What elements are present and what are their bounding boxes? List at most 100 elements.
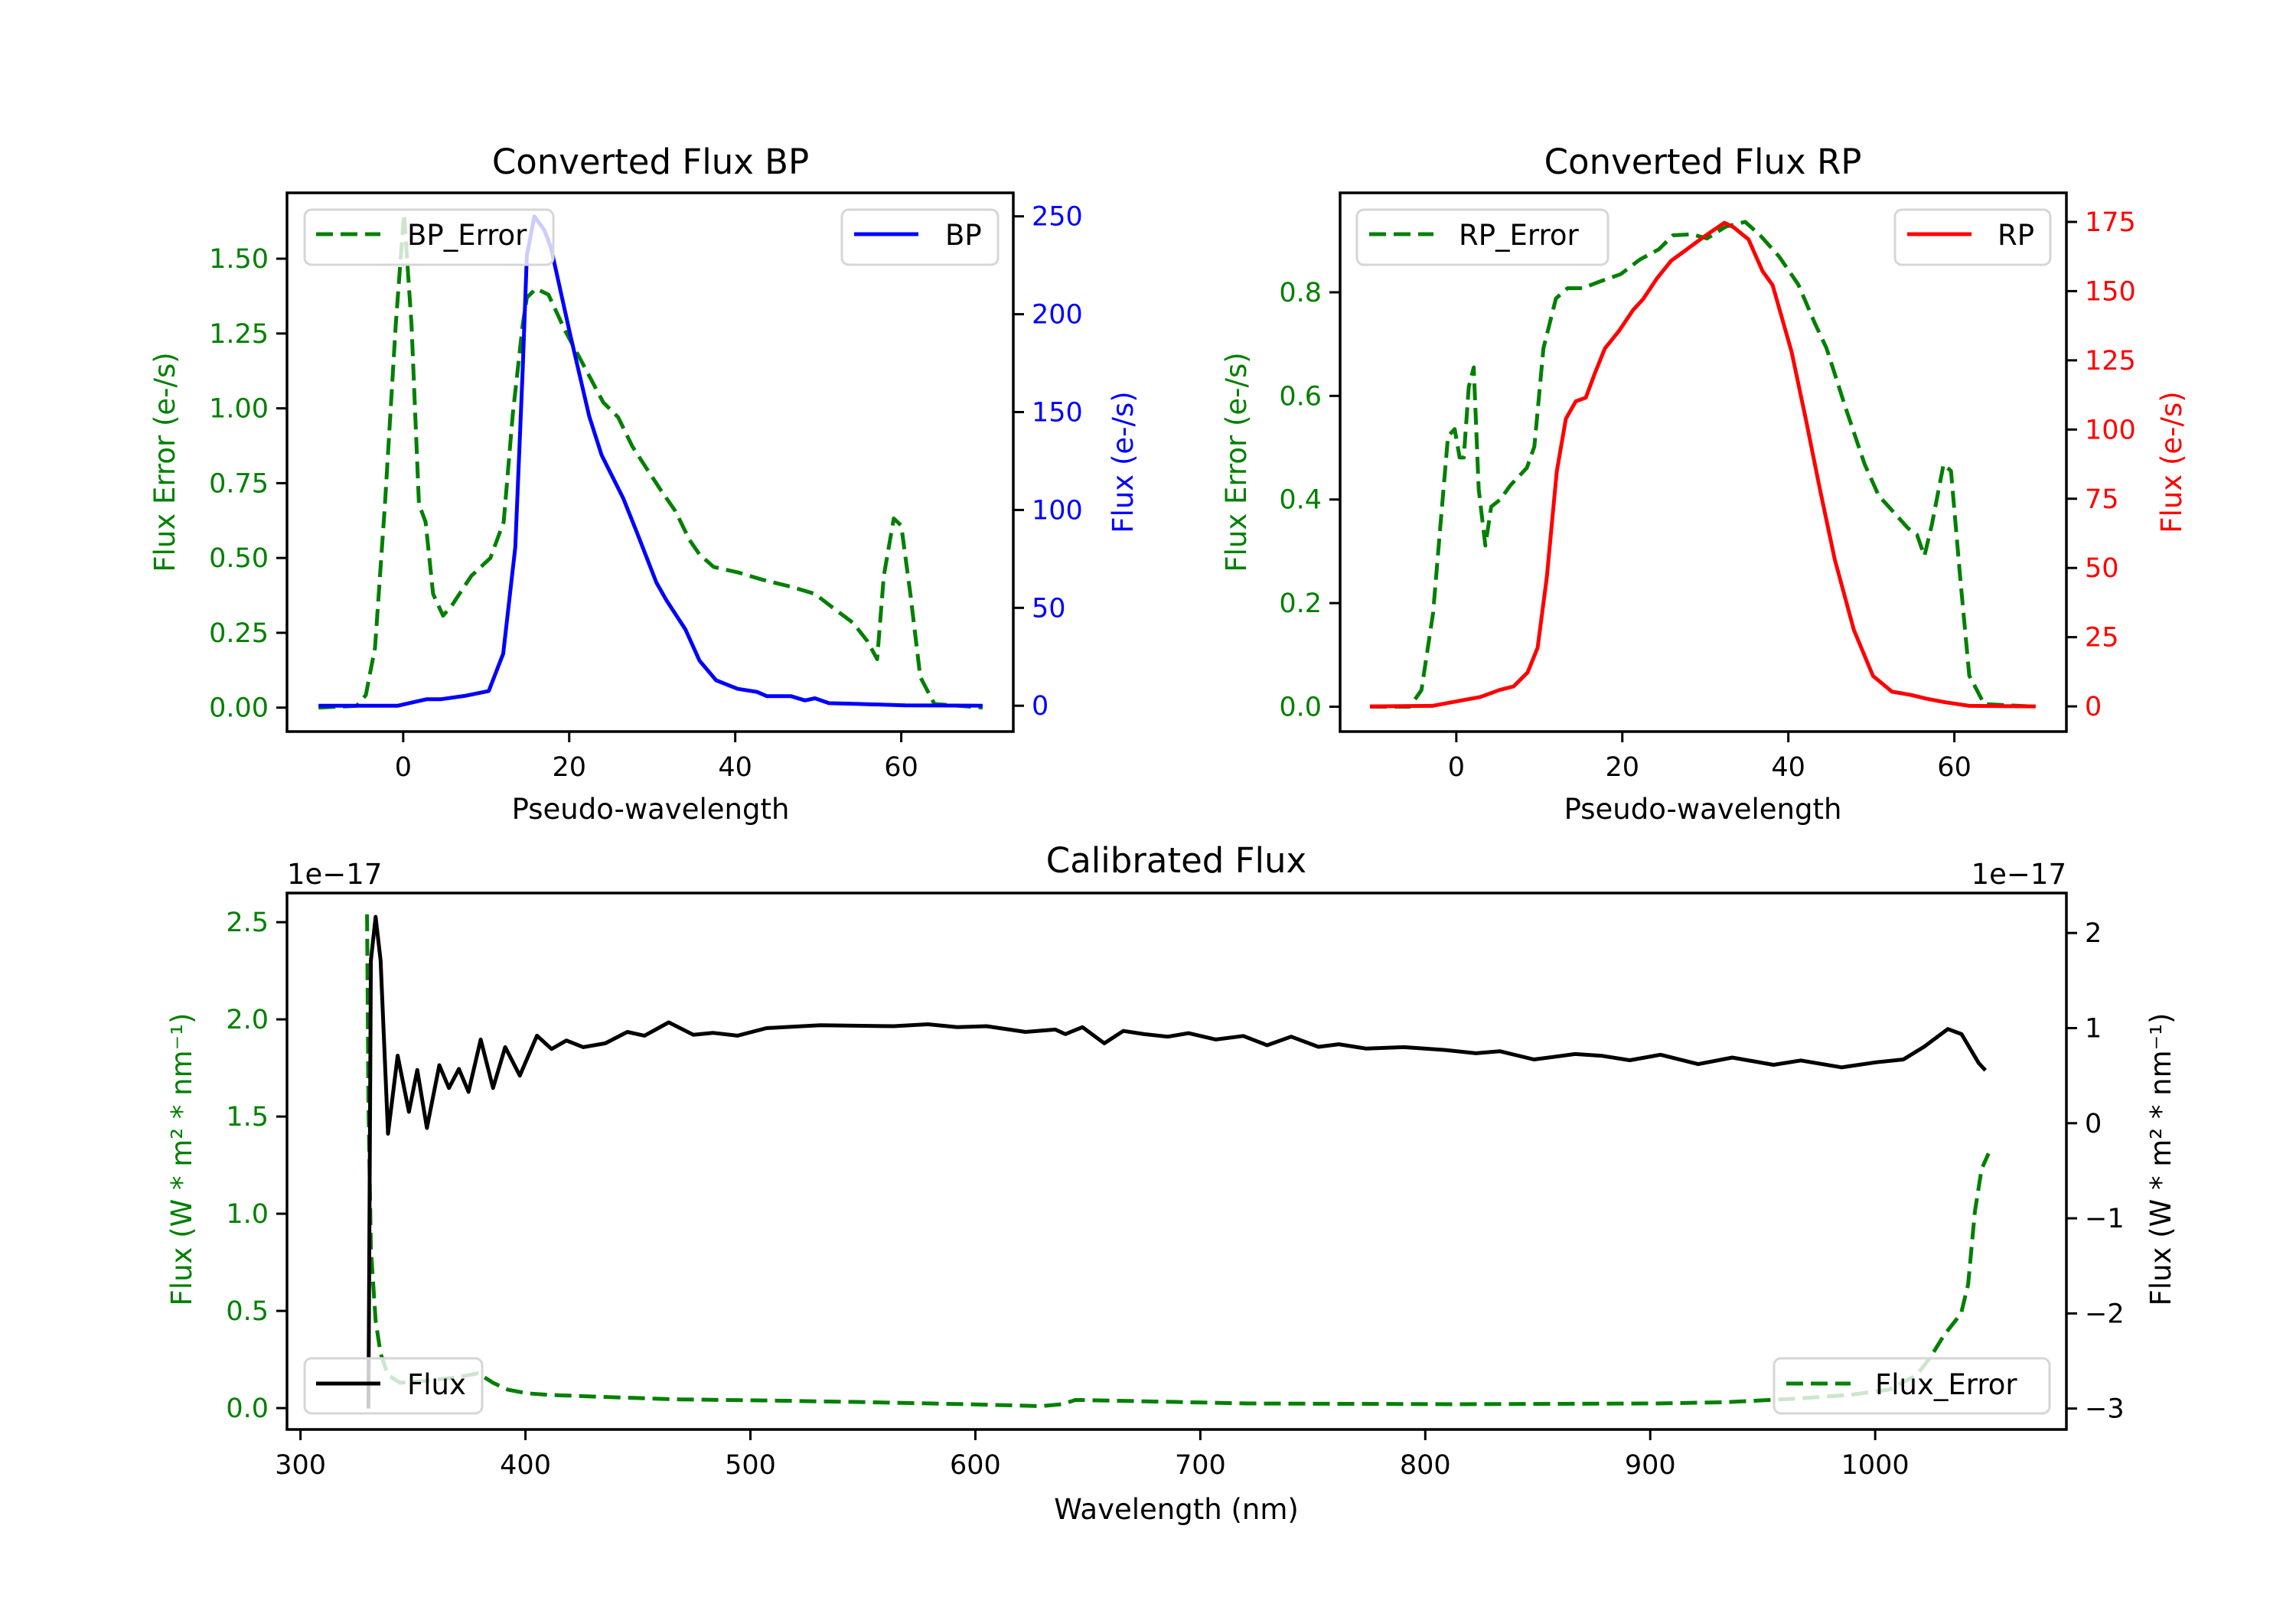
rp-ytick-right-label: 25 xyxy=(2085,623,2119,654)
bp-xtick-label: 20 xyxy=(552,752,586,783)
calibrated-legend-flux-label: Flux xyxy=(407,1368,466,1401)
bp-ytick-right-label: 200 xyxy=(1032,300,1083,331)
bp-ytick-right-label: 0 xyxy=(1032,691,1049,722)
calibrated-ylabel-right: Flux (W * m² * nm⁻¹) xyxy=(2144,1013,2177,1306)
rp-ytick-left-label: 0.6 xyxy=(1279,381,1322,412)
calibrated-offset-right: 1e−17 xyxy=(1971,858,2066,891)
calibrated-xtick-label: 900 xyxy=(1625,1450,1676,1481)
calibrated-title: Calibrated Flux xyxy=(1046,840,1306,881)
bp-legend-error-box xyxy=(303,208,555,266)
calibrated-xtick-label: 700 xyxy=(1175,1450,1226,1481)
bp-axes-frame xyxy=(285,191,1015,733)
panel-rp: Converted Flux RP 0 20 40 60 0.0 0.2 0.4 0.6 0.8… xyxy=(1220,142,2188,826)
calibrated-ytick-right-label: −3 xyxy=(2085,1394,2125,1425)
bp-xlabel: Pseudo-wavelength xyxy=(512,793,790,826)
calibrated-ytick-left-label: 1.0 xyxy=(226,1199,269,1230)
calibrated-plot-area: 300 400 500 600 700 800 900 1000 0.0 0.5 1.0 1.5 2.0… xyxy=(226,892,2125,1481)
calibrated-offset-left: 1e−17 xyxy=(287,858,382,891)
bp-xtick-label: 40 xyxy=(718,752,752,783)
bp-ytick-right-label: 250 xyxy=(1032,202,1083,233)
rp-ytick-right-label: 50 xyxy=(2085,553,2119,584)
rp-legend-error: RP_Error xyxy=(1355,208,1609,266)
bp-plot-area: 0 20 40 60 0.00 0.25 0.50 0.75 1.00 1.25 1.50 0 50 10… xyxy=(209,191,1083,783)
calibrated-legend-flux: Flux xyxy=(303,1357,484,1415)
bp-legend-flux-label: BP xyxy=(945,219,982,252)
rp-ytick-right-label: 150 xyxy=(2085,276,2136,307)
calibrated-ytick-left-label: 2.5 xyxy=(226,908,269,938)
rp-series-rp xyxy=(1369,220,2036,709)
rp-title: Converted Flux RP xyxy=(1544,142,1862,182)
calibrated-xtick-label: 400 xyxy=(500,1450,551,1481)
bp-legend-error: BP_Error xyxy=(303,208,555,266)
rp-ytick-right-label: 0 xyxy=(2085,692,2102,722)
bp-ytick-left-label: 0.25 xyxy=(209,618,269,649)
rp-ylabel-right: Flux (e-/s) xyxy=(2155,391,2188,533)
calibrated-xtick-label: 800 xyxy=(1400,1450,1451,1481)
rp-xtick-label: 40 xyxy=(1771,752,1805,783)
panel-bp: Converted Flux BP 0 20 40 60 0.00 0.25 0.50 0.7… xyxy=(148,142,1140,826)
bp-legend-flux: BP xyxy=(840,208,1000,266)
bp-ytick-left-label: 0.50 xyxy=(209,543,269,574)
bp-series-group xyxy=(318,211,983,710)
rp-xlabel: Pseudo-wavelength xyxy=(1564,793,1842,826)
bp-xtick-label: 0 xyxy=(395,752,412,783)
rp-legend-error-box xyxy=(1355,208,1609,266)
panel-calibrated: Calibrated Flux 1e−17 1e−17 300 400 500 600… xyxy=(165,840,2177,1526)
calibrated-legend-error: Flux_Error xyxy=(1773,1357,2051,1415)
rp-plot-area: 0 20 40 60 0.0 0.2 0.4 0.6 0.8 0 25 50 75 100 125 150 17… xyxy=(1279,191,2136,783)
calibrated-xtick-label: 600 xyxy=(950,1450,1001,1481)
rp-ytick-left-label: 0.8 xyxy=(1279,278,1322,308)
rp-legend-flux-box xyxy=(1893,208,2052,266)
bp-series-bp xyxy=(318,214,983,708)
rp-axes-frame xyxy=(1339,191,2068,733)
bp-ytick-left-label: 1.50 xyxy=(209,244,269,275)
calibrated-legend-error-label: Flux_Error xyxy=(1875,1368,2017,1401)
bp-legend-flux-box xyxy=(840,208,1000,266)
calibrated-ytick-right-label: −1 xyxy=(2085,1204,2125,1234)
calibrated-legend-flux-box xyxy=(303,1357,484,1415)
rp-ytick-right-label: 100 xyxy=(2085,415,2136,445)
calibrated-ytick-right-label: 1 xyxy=(2085,1013,2102,1044)
calibrated-ytick-right-label: −2 xyxy=(2085,1299,2125,1329)
calibrated-xtick-label: 1000 xyxy=(1841,1450,1910,1481)
bp-legend-error-label: BP_Error xyxy=(407,219,527,252)
rp-ytick-right-label: 175 xyxy=(2085,207,2136,238)
calibrated-ytick-left-label: 1.5 xyxy=(226,1102,269,1133)
bp-ytick-right-label: 150 xyxy=(1032,398,1083,429)
calibrated-ytick-right-label: 0 xyxy=(2085,1109,2102,1139)
bp-ytick-left-label: 1.25 xyxy=(209,319,269,350)
bp-ytick-right-label: 100 xyxy=(1032,495,1083,526)
bp-xtick-label: 60 xyxy=(884,752,918,783)
calibrated-ytick-right-label: 2 xyxy=(2085,918,2102,949)
rp-ytick-right-label: 125 xyxy=(2085,346,2136,376)
calibrated-legend-error-box xyxy=(1773,1357,2051,1415)
bp-title: Converted Flux BP xyxy=(492,142,809,182)
calibrated-axes-frame xyxy=(285,892,2068,1431)
bp-ytick-left-label: 0.75 xyxy=(209,468,269,499)
bp-ylabel-right: Flux (e-/s) xyxy=(1107,391,1140,533)
rp-ytick-left-label: 0.4 xyxy=(1279,485,1322,516)
rp-series-group xyxy=(1369,220,2037,709)
rp-legend-flux: RP xyxy=(1893,208,2052,266)
bp-ylabel-left: Flux Error (e-/s) xyxy=(148,352,181,572)
rp-legend-error-label: RP_Error xyxy=(1459,219,1579,252)
bp-ytick-left-label: 0.00 xyxy=(209,693,269,724)
calibrated-ytick-left-label: 0.5 xyxy=(226,1296,269,1327)
bp-series-bp-error xyxy=(318,211,983,710)
rp-ytick-right-label: 75 xyxy=(2085,484,2119,515)
rp-ylabel-left: Flux Error (e-/s) xyxy=(1220,352,1253,572)
rp-ytick-left-label: 0.0 xyxy=(1279,693,1322,723)
rp-xtick-label: 60 xyxy=(1937,752,1971,783)
calibrated-xlabel: Wavelength (nm) xyxy=(1054,1493,1299,1526)
calibrated-xtick-label: 500 xyxy=(725,1450,776,1481)
calibrated-ylabel-left: Flux (W * m² * nm⁻¹) xyxy=(165,1013,198,1306)
calibrated-ytick-left-label: 0.0 xyxy=(226,1393,269,1424)
rp-ytick-left-label: 0.2 xyxy=(1279,588,1322,619)
bp-ytick-right-label: 50 xyxy=(1032,593,1066,624)
calibrated-xtick-label: 300 xyxy=(275,1450,326,1481)
rp-legend-flux-label: RP xyxy=(1998,219,2034,252)
rp-series-rp-error xyxy=(1370,220,2037,709)
rp-xtick-label: 20 xyxy=(1605,752,1639,783)
